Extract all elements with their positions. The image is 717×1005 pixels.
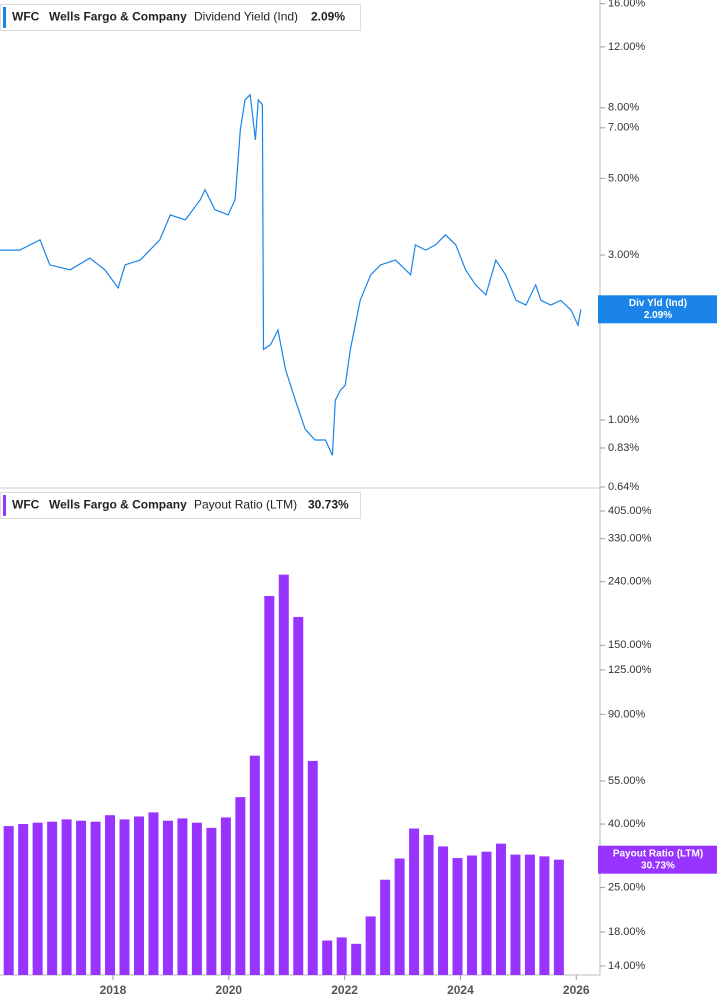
bar — [322, 940, 333, 975]
bar — [235, 797, 246, 975]
y-tick-label: 125.00% — [608, 664, 652, 676]
bar — [510, 854, 521, 975]
line — [0, 93, 582, 456]
bar — [18, 824, 29, 975]
legend-company: Wells Fargo & Company — [49, 10, 187, 24]
bar — [524, 854, 535, 975]
bar — [191, 822, 202, 975]
bar — [452, 858, 463, 975]
x-tick-label: 2022 — [331, 983, 358, 997]
value-badge — [598, 845, 717, 874]
legend-series: Dividend Yield (Ind) — [194, 10, 298, 24]
y-tick-label: 5.00% — [608, 172, 639, 184]
bar — [336, 937, 347, 975]
x-tick-label: 2018 — [100, 983, 127, 997]
bar — [177, 818, 188, 975]
y-tick-label: 3.00% — [608, 249, 639, 261]
bar — [553, 859, 564, 975]
bar — [409, 828, 420, 975]
bar — [467, 855, 478, 975]
bar — [365, 916, 376, 975]
bar — [481, 851, 492, 975]
bar — [264, 595, 275, 975]
bar — [61, 819, 72, 975]
bar — [278, 574, 289, 975]
y-tick-label: 240.00% — [608, 576, 652, 588]
y-tick-label: 150.00% — [608, 639, 652, 651]
bar — [423, 834, 434, 975]
badge-label: Div Yld (Ind) — [629, 298, 687, 309]
legend-company: Wells Fargo & Company — [49, 498, 187, 512]
bar — [32, 822, 43, 975]
y-tick-label: 8.00% — [608, 102, 639, 114]
y-tick-label: 55.00% — [608, 775, 646, 787]
bar — [90, 821, 101, 975]
bar — [539, 856, 550, 975]
legend-box — [0, 492, 361, 519]
bar — [307, 760, 318, 975]
bar — [76, 820, 87, 975]
bar — [394, 858, 405, 975]
legend-ticker: WFC — [12, 10, 40, 24]
y-tick-label: 12.00% — [608, 41, 646, 53]
legend: WFC Wells Fargo & Company Payout Ratio (LT… — [0, 492, 361, 519]
bar — [47, 821, 58, 975]
y-tick-label: 1.00% — [608, 414, 639, 426]
legend-swatch — [3, 495, 6, 516]
bar — [220, 817, 231, 975]
legend-series: Payout Ratio (LTM) — [194, 498, 297, 512]
y-tick-label: 18.00% — [608, 926, 646, 938]
bar — [3, 826, 14, 975]
bar — [119, 819, 130, 975]
legend-ticker: WFC — [12, 498, 40, 512]
bar — [133, 816, 144, 975]
badge-value: 2.09% — [644, 310, 672, 321]
y-tick-label: 25.00% — [608, 882, 646, 894]
y-tick-label: 90.00% — [608, 708, 646, 720]
legend-box — [0, 4, 361, 31]
legend: WFC Wells Fargo & Company Dividend Yield (… — [0, 4, 361, 31]
bar — [495, 843, 506, 975]
legend-swatch — [3, 7, 6, 28]
y-tick-label: 330.00% — [608, 533, 652, 545]
bar — [148, 812, 159, 975]
y-tick-label: 405.00% — [608, 505, 652, 517]
legend-value: 30.73% — [308, 498, 349, 512]
y-tick-label: 16.00% — [608, 0, 646, 10]
y-tick-label: 0.64% — [608, 481, 639, 493]
y-tick-label: 14.00% — [608, 960, 646, 972]
y-tick-label: 40.00% — [608, 818, 646, 830]
y-tick-label: 0.83% — [608, 442, 639, 454]
bar — [438, 846, 449, 975]
bar — [380, 879, 391, 975]
x-tick-label: 2024 — [447, 983, 474, 997]
badge-value: 30.73% — [641, 860, 675, 871]
x-tick-label: 2026 — [563, 983, 590, 997]
bar — [293, 616, 304, 975]
y-tick-label: 7.00% — [608, 122, 639, 134]
value-badge — [598, 295, 717, 324]
bar — [351, 943, 362, 975]
x-tick-label: 2020 — [215, 983, 242, 997]
bar — [162, 820, 173, 975]
bar — [206, 827, 217, 975]
legend-value: 2.09% — [311, 10, 345, 24]
bar — [105, 815, 116, 975]
badge-label: Payout Ratio (LTM) — [613, 848, 703, 859]
bar — [249, 755, 260, 975]
